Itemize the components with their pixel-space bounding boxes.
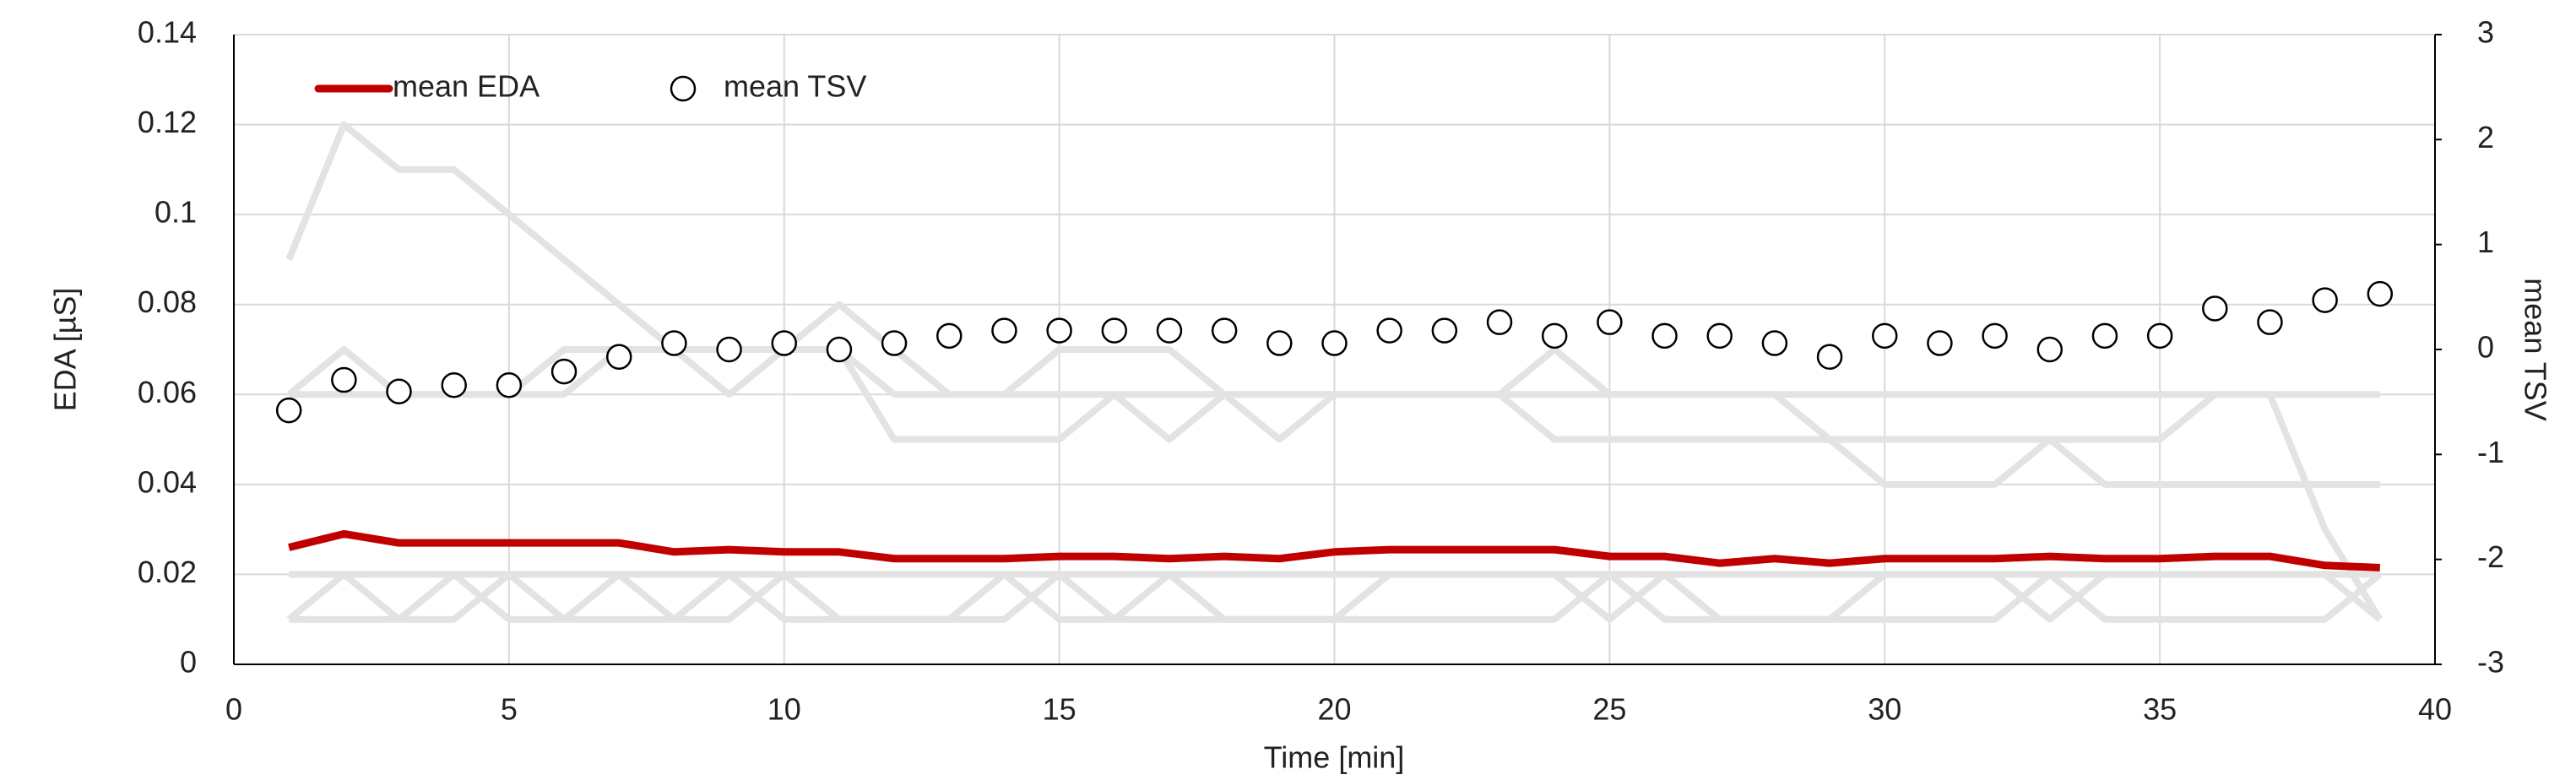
y2-tick-label: -1 (2477, 435, 2504, 469)
point (1321, 330, 1348, 356)
point (1101, 317, 1128, 344)
point (1816, 344, 1843, 370)
y2-tick-label: -3 (2477, 645, 2504, 680)
y-tick-label: 0.08 (138, 284, 197, 319)
point (716, 336, 742, 363)
y2-axis-label: mean TSV (2518, 278, 2552, 420)
x-tick-label: 10 (767, 692, 801, 727)
y-tick-label: 0.04 (138, 464, 197, 499)
point (441, 372, 467, 398)
point (1486, 309, 1513, 335)
point (2091, 322, 2118, 349)
point (1156, 317, 1183, 344)
legend-label: mean EDA (393, 69, 540, 104)
point (771, 330, 797, 356)
x-tick-label: 20 (1317, 692, 1351, 727)
x-tick-label: 0 (225, 692, 242, 727)
point (2367, 280, 2394, 307)
y-tick-label: 0.02 (138, 555, 197, 589)
point (1211, 317, 1238, 344)
x-tick-label: 30 (1868, 692, 1901, 727)
background-line (289, 571, 2383, 623)
point (331, 366, 357, 393)
y-tick-label: 0 (180, 645, 197, 680)
point (496, 372, 523, 398)
y-axis-label: EDA [µS] (48, 288, 83, 412)
point (2146, 322, 2173, 349)
point (1706, 322, 1733, 349)
point (1266, 330, 1293, 356)
y2-tick-label: 2 (2477, 120, 2494, 154)
point (1046, 317, 1072, 344)
point (881, 330, 908, 356)
y2-tick-label: 0 (2477, 330, 2494, 365)
x-tick-label: 5 (501, 692, 518, 727)
point (2036, 336, 2064, 363)
point (2202, 295, 2228, 322)
y-tick-label: 0.06 (138, 375, 197, 409)
point (1541, 322, 1568, 349)
point (661, 330, 687, 356)
y2-tick-label: 1 (2477, 225, 2494, 259)
x-tick-label: 40 (2418, 692, 2452, 727)
point (1872, 322, 1898, 349)
point (1376, 317, 1402, 344)
y2-tick-label: 3 (2477, 15, 2494, 50)
point (386, 378, 412, 404)
x-tick-label: 25 (1592, 692, 1626, 727)
point (1761, 330, 1788, 356)
point (1597, 309, 1623, 335)
point (1651, 322, 1678, 349)
point (1982, 322, 2008, 349)
y-tick-label: 0.12 (138, 105, 197, 139)
x-tick-label: 35 (2143, 692, 2177, 727)
point (991, 317, 1017, 344)
point (826, 336, 853, 363)
y-tick-label: 0.14 (138, 15, 197, 50)
point (605, 344, 632, 370)
point (2312, 287, 2338, 313)
x-tick-label: 15 (1043, 692, 1076, 727)
point (936, 322, 963, 349)
y2-tick-label: -2 (2477, 539, 2504, 574)
point (1431, 317, 1458, 344)
point (1927, 330, 1953, 356)
y-tick-label: 0.1 (155, 195, 197, 230)
point (2257, 309, 2283, 335)
x-axis-label: Time [min] (1264, 740, 1405, 775)
line (288, 529, 2381, 571)
background-line (289, 346, 2380, 488)
legend-swatch (670, 75, 697, 102)
point (550, 358, 578, 385)
legend-label: mean TSV (724, 69, 866, 104)
point (275, 397, 302, 424)
